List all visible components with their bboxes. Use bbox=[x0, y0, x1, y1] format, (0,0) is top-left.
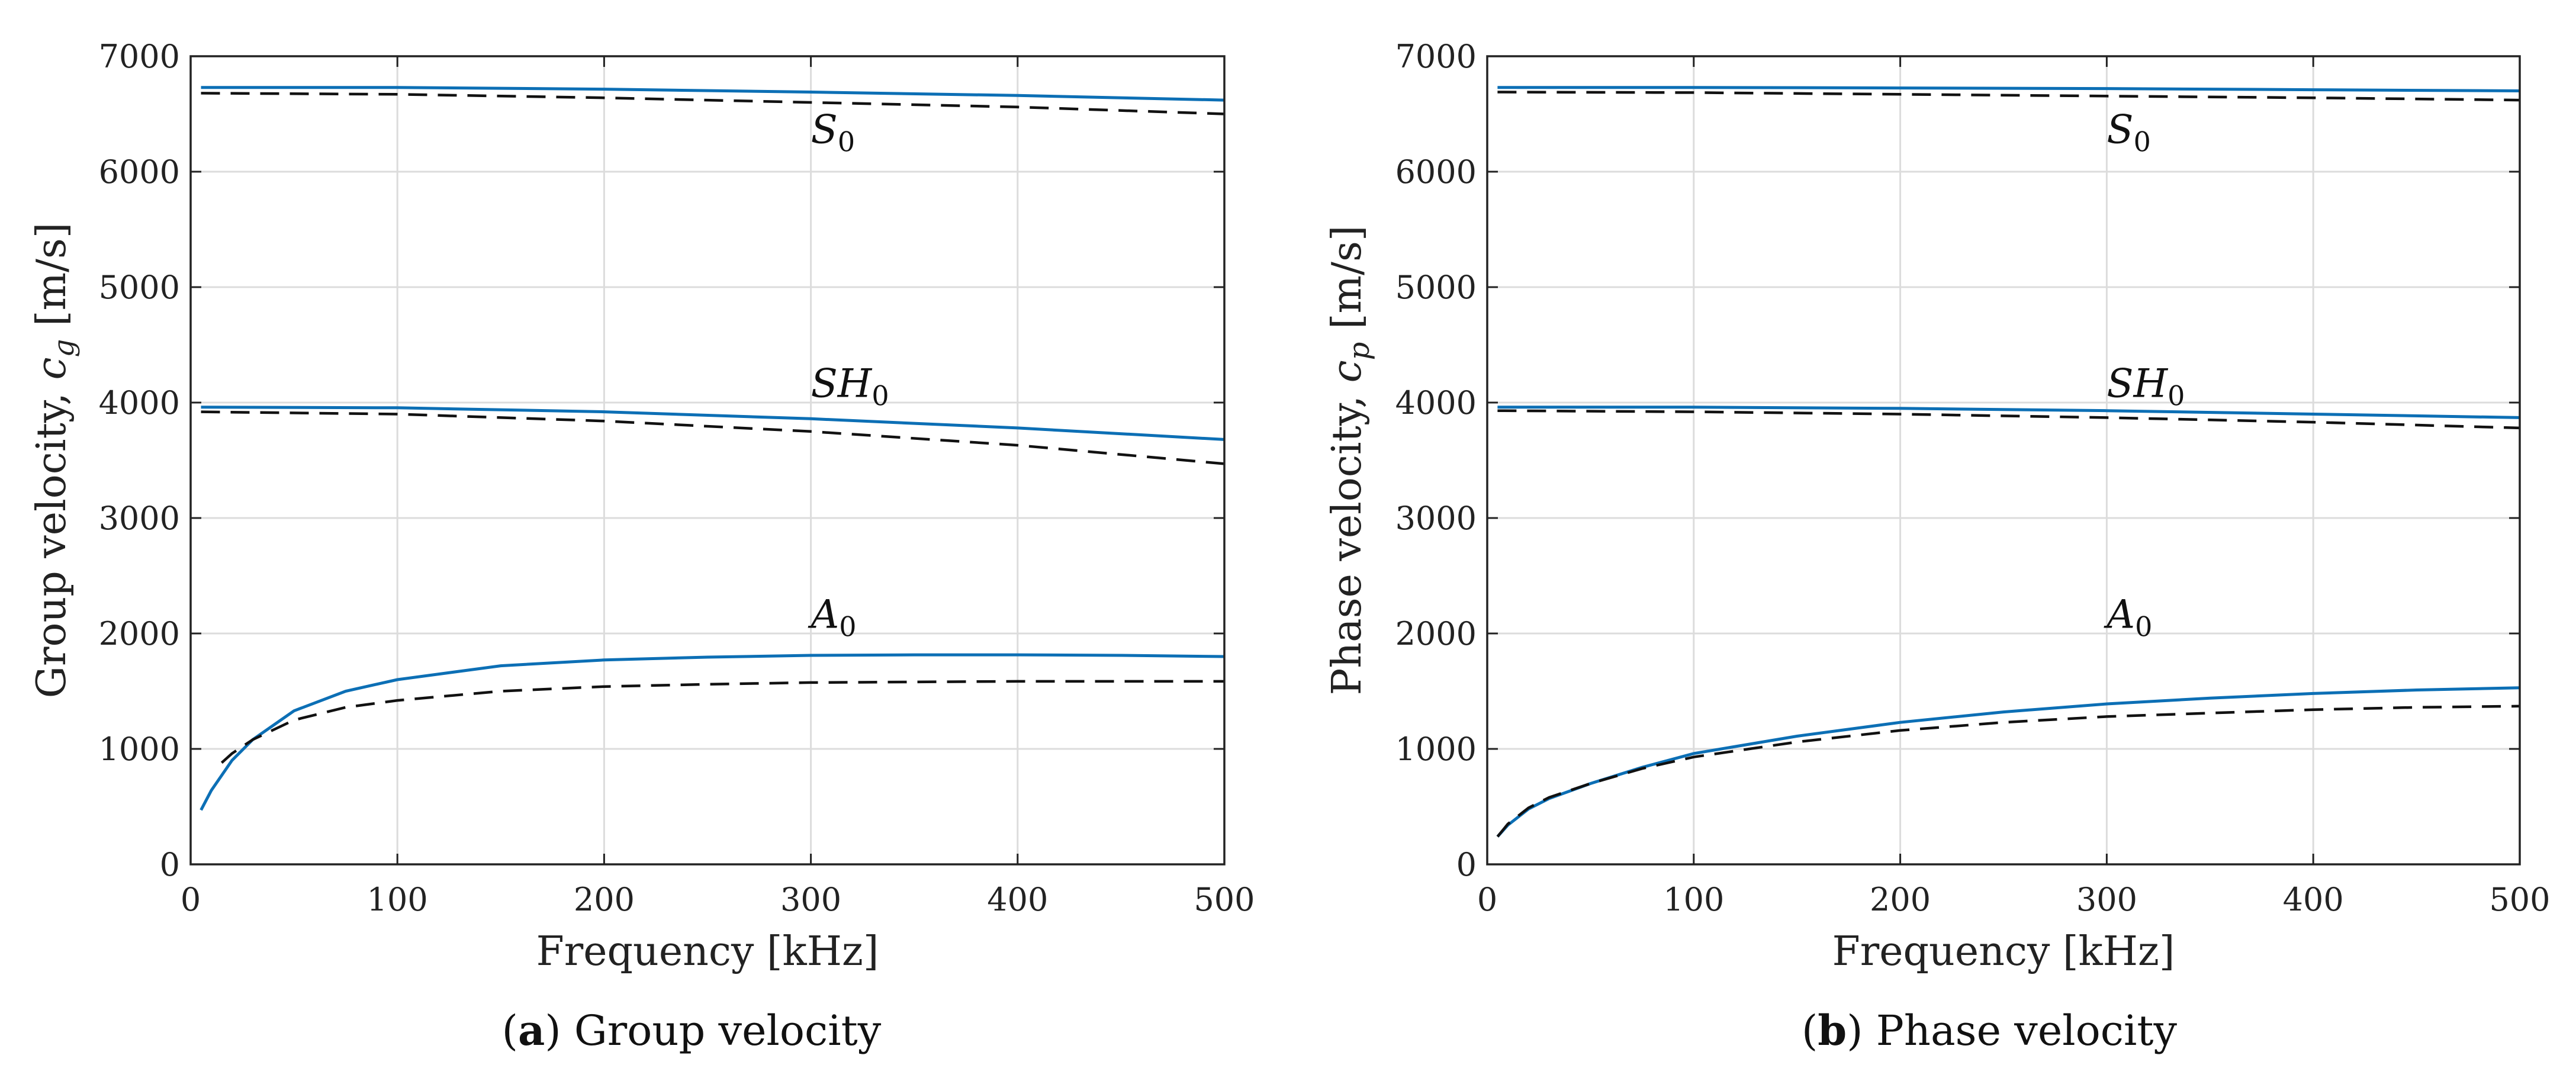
mode-symbol: SH bbox=[811, 361, 873, 406]
y-axis-label-subscript: p bbox=[1343, 342, 1376, 361]
series-line-a0-dashed bbox=[220, 680, 1224, 764]
x-axis-label: Frequency [kHz] bbox=[1832, 928, 2175, 975]
panel-caption: (a) Group velocity bbox=[502, 1006, 882, 1055]
x-tick-label: 500 bbox=[1194, 881, 1255, 918]
y-tick-label: 3000 bbox=[1395, 500, 1477, 537]
mode-label-a0: A0 bbox=[2103, 591, 2152, 642]
x-tick-label: 400 bbox=[2283, 881, 2344, 918]
caption-letter: b bbox=[1818, 1006, 1847, 1055]
series-line-a0-solid bbox=[1496, 686, 2520, 838]
series-line-a0-solid bbox=[200, 653, 1225, 811]
x-tick-label: 200 bbox=[574, 881, 635, 918]
y-tick-label: 5000 bbox=[1395, 269, 1477, 306]
series-line-sh0-dashed bbox=[201, 410, 1225, 465]
mode-symbol: A bbox=[2103, 591, 2135, 637]
plot-frame bbox=[189, 55, 1226, 866]
mode-label-s0: S0 bbox=[811, 107, 856, 157]
y-axis-label-text: Group velocity, bbox=[28, 379, 75, 698]
y-tick-label: 3000 bbox=[99, 500, 180, 537]
mode-subscript: 0 bbox=[871, 379, 889, 411]
y-tick-label: 1000 bbox=[1395, 731, 1477, 768]
mode-subscript: 0 bbox=[2167, 379, 2185, 411]
caption-text: Phase velocity bbox=[1876, 1006, 2178, 1055]
caption-text: Group velocity bbox=[574, 1006, 882, 1055]
x-tick-label: 400 bbox=[987, 881, 1048, 918]
series-line-s0-solid bbox=[1497, 86, 2520, 92]
y-axis-label: Group velocity, cg [m/s] bbox=[28, 223, 81, 699]
caption-letter: a bbox=[518, 1006, 545, 1055]
y-axis-label-symbol: c bbox=[28, 357, 75, 379]
mode-subscript: 0 bbox=[2134, 126, 2151, 157]
series-line-sh0-dashed bbox=[1497, 409, 2520, 430]
series-line-a0-dashed bbox=[1496, 705, 2520, 838]
chart-panel-group-velocity: 0 100 200 300 400 500010002000300040005000600… bbox=[28, 38, 1255, 1055]
y-tick-label: 1000 bbox=[99, 731, 180, 768]
x-tick-label: 300 bbox=[780, 881, 841, 918]
y-tick-label: 4000 bbox=[99, 384, 180, 422]
series-line-sh0-solid bbox=[201, 406, 1225, 441]
series-line-sh0-solid bbox=[1497, 406, 2520, 419]
caption-open-paren: ( bbox=[502, 1006, 518, 1055]
y-axis-label-unit: [m/s] bbox=[28, 223, 75, 339]
x-tick-label: 100 bbox=[1663, 881, 1724, 918]
x-tick-label: 200 bbox=[1870, 881, 1931, 918]
mode-subscript: 0 bbox=[838, 126, 855, 157]
series-line-s0-dashed bbox=[1497, 91, 2520, 102]
y-tick-label: 0 bbox=[1456, 846, 1477, 883]
y-tick-label: 6000 bbox=[99, 153, 180, 191]
y-tick-label: 2000 bbox=[1395, 615, 1477, 652]
series-line-s0-solid bbox=[201, 86, 1225, 102]
x-axis-label: Frequency [kHz] bbox=[536, 928, 879, 975]
mode-label-s0: S0 bbox=[2107, 107, 2151, 157]
mode-label-sh0: SH0 bbox=[811, 361, 889, 411]
mode-label-a0: A0 bbox=[808, 591, 857, 642]
mode-symbol: S bbox=[2107, 107, 2133, 152]
mode-subscript: 0 bbox=[839, 610, 856, 642]
y-tick-label: 7000 bbox=[1395, 38, 1477, 75]
caption-close-paren: ) bbox=[1847, 1006, 1876, 1055]
mode-subscript: 0 bbox=[2135, 610, 2152, 642]
plot-frame bbox=[1486, 55, 2521, 866]
y-axis-label-subscript: g bbox=[47, 339, 81, 358]
y-axis-label: Phase velocity, cp [m/s] bbox=[1324, 226, 1376, 696]
mode-symbol: SH bbox=[2107, 361, 2168, 406]
y-tick-label: 2000 bbox=[99, 615, 180, 652]
x-tick-label: 100 bbox=[367, 881, 428, 918]
mode-symbol: A bbox=[808, 591, 840, 637]
y-axis-label-unit: [m/s] bbox=[1324, 226, 1371, 342]
y-axis-label-symbol: c bbox=[1324, 360, 1371, 382]
y-tick-label: 6000 bbox=[1395, 153, 1477, 191]
mode-label-sh0: SH0 bbox=[2107, 361, 2185, 411]
y-tick-label: 7000 bbox=[99, 38, 180, 75]
series-line-s0-dashed bbox=[201, 92, 1225, 115]
panel-caption: (b) Phase velocity bbox=[1802, 1006, 2178, 1055]
x-tick-label: 300 bbox=[2076, 881, 2137, 918]
x-tick-label: 500 bbox=[2489, 881, 2550, 918]
x-tick-label: 0 bbox=[181, 881, 201, 918]
y-axis-label-text: Phase velocity, bbox=[1324, 382, 1371, 695]
y-tick-label: 4000 bbox=[1395, 384, 1477, 422]
y-tick-label: 5000 bbox=[99, 269, 180, 306]
chart-panel-phase-velocity: 0 100 200 300 400 500010002000300040005000600… bbox=[1324, 38, 2551, 1055]
caption-open-paren: ( bbox=[1802, 1006, 1818, 1055]
x-tick-label: 0 bbox=[1477, 881, 1497, 918]
caption-close-paren: ) bbox=[545, 1006, 574, 1055]
y-tick-label: 0 bbox=[160, 846, 180, 883]
mode-symbol: S bbox=[811, 107, 838, 152]
